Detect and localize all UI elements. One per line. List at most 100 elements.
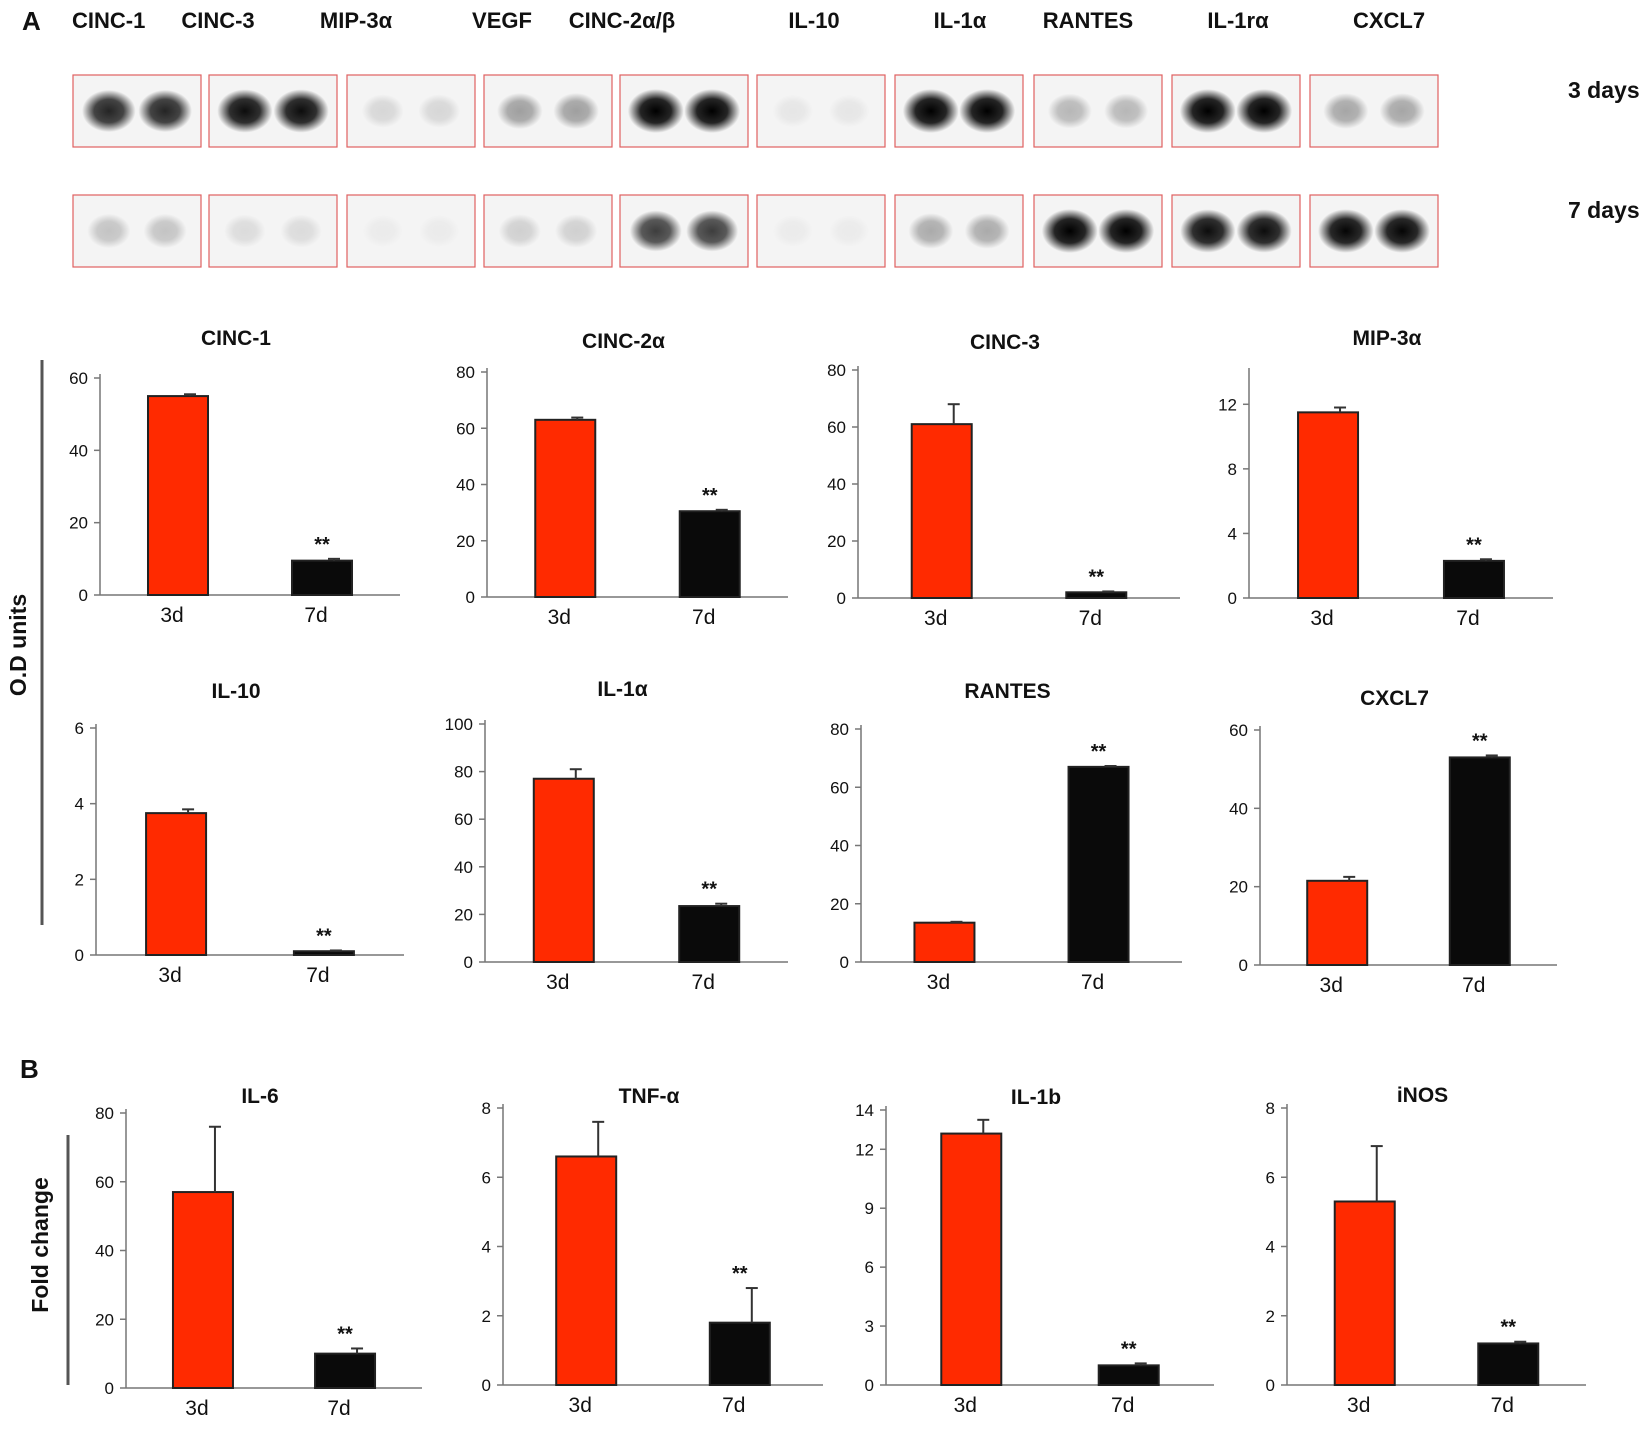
chart-title: IL-1b [1011,1086,1061,1109]
bar-3d [1297,411,1360,599]
blot-cell-cinc-1-3-days [72,74,202,148]
bar-7d [314,1352,377,1389]
blot-spot-1 [82,89,136,133]
bar-7d [678,510,741,598]
y-tick-label: 40 [69,441,88,460]
blot-cell-cinc-2-3-days [619,74,749,148]
blot-cell-cinc-2-7-days [619,194,749,268]
y-tick-label: 8 [482,1099,491,1118]
y-tick-label: 60 [827,418,846,437]
chart-cinc-3: CINC-3 0 20 40 60 80 3d ** 7d [827,331,1180,630]
blot-cell-cinc-1-7-days [72,194,202,268]
blot-cell-il-1r-3-days [1171,74,1301,148]
bar-7d [1065,591,1128,599]
blot-label-il-1: IL-1α [934,8,987,33]
y-tick-label: 0 [1228,589,1237,608]
blot-label-il-10: IL-10 [788,8,839,33]
x-tick-label-7d: 7d [1456,607,1479,630]
bar-7d [678,905,741,964]
bar-3d [147,395,209,597]
blot-cell-il-10-7-days [756,194,886,268]
y-tick-label: 40 [827,475,846,494]
y-tick-label: 40 [454,858,473,877]
x-tick-label-3d: 3d [1347,1394,1370,1417]
y-tick-label: 0 [79,586,88,605]
blot-spot-2 [1379,93,1425,129]
x-tick-label-7d: 7d [1079,607,1102,630]
chart-title: CXCL7 [1360,687,1429,710]
blot-spot-2 [138,89,192,133]
blot-spot-1 [1318,209,1374,253]
blot-cell-vegf-3-days [483,74,613,148]
chart-title: IL-10 [211,680,260,703]
chart-il-6: IL-6 0 20 40 60 80 3d ** 7d [95,1085,422,1420]
x-tick-label-7d: 7d [1081,971,1104,994]
bar-3d [940,1132,1003,1386]
bar-3d [555,1155,618,1386]
blot-cell-il-1-7-days [894,194,1024,268]
blot-spot-1 [1047,93,1092,129]
blot-spot-1 [87,213,131,249]
bar-7d [1477,1342,1540,1386]
chart-mip-3: MIP-3α 0 4 8 12 3d ** 7d [1218,327,1553,630]
blot-cell-cxcl7-7-days [1309,194,1439,268]
blot-cell-cxcl7-3-days [1309,74,1439,148]
y-tick-label: 4 [1228,524,1237,543]
blot-row-label-3-days: 3 days [1568,77,1640,103]
blot-spot-2 [964,213,1010,249]
y-tick-label: 20 [456,532,475,551]
blot-spot-1 [627,89,684,133]
blot-cell-vegf-7-days [483,194,613,268]
x-tick-label-7d: 7d [1111,1394,1134,1417]
blot-spot-1 [497,92,543,130]
blot-spot-1 [217,89,273,133]
y-tick-label: 80 [454,763,473,782]
x-tick-label-3d: 3d [546,971,569,994]
y-tick-label: 9 [865,1199,874,1218]
y-tick-label: 12 [855,1140,874,1159]
blot-cell-il-1-3-days [894,74,1024,148]
chart-inos: iNOS 0 2 4 6 8 3d ** 7d [1266,1084,1586,1417]
chart-title: IL-6 [241,1085,278,1108]
y-tick-label: 80 [827,361,846,380]
y-tick-label: 0 [464,953,473,972]
chart-title: TNF-α [619,1085,680,1108]
y-axis-labels: O.D units Fold change [5,360,70,1385]
y-tick-label: 0 [1266,1376,1275,1395]
blot-spot-1 [1179,89,1236,133]
chart-cinc-1: CINC-1 0 20 40 60 3d ** 7d [69,327,400,627]
blot-cell-mip-3-3-days [346,74,476,148]
x-tick-label-3d: 3d [185,1397,208,1420]
x-tick-label-3d: 3d [160,604,183,627]
chart-cinc-2: CINC-2α 0 20 40 60 80 3d ** 7d [456,330,788,629]
blot-spot-1 [362,214,404,248]
blot-spot-2 [418,214,460,248]
bar-charts: CINC-102040603d**7dCINC-2α0204060803d**7… [69,327,1586,1420]
blot-label-cinc-3: CINC-3 [181,8,254,33]
blot-spot-2 [1104,93,1149,129]
significance-marker: ** [1088,566,1104,588]
y-tick-label: 20 [1229,878,1248,897]
blot-spot-2 [1374,209,1431,253]
y-tick-label: 2 [75,870,84,889]
chart-il-1: IL-1α 0 20 40 60 80 100 3d ** 7d [445,678,788,994]
y-tick-label: 0 [482,1376,491,1395]
blot-spot-1 [224,214,266,248]
y-tick-label: 0 [840,953,849,972]
y-tick-label: 2 [482,1307,491,1326]
y-tick-label: 40 [95,1242,114,1261]
y-tick-label: 20 [95,1310,114,1329]
blot-cell-il-1r-7-days [1171,194,1301,268]
blot-row-label-7-days: 7 days [1568,197,1640,223]
significance-marker: ** [1121,1338,1137,1360]
significance-marker: ** [1091,741,1107,763]
y-tick-label: 2 [1266,1307,1275,1326]
chart-title: iNOS [1397,1084,1448,1107]
blot-spot-1 [629,210,682,252]
x-tick-label-3d: 3d [569,1394,592,1417]
blot-cell-cinc-3-7-days [208,194,338,268]
blot-cell-il-10-3-days [756,74,886,148]
blot-spot-1 [772,214,814,248]
bar-7d [1097,1364,1160,1387]
